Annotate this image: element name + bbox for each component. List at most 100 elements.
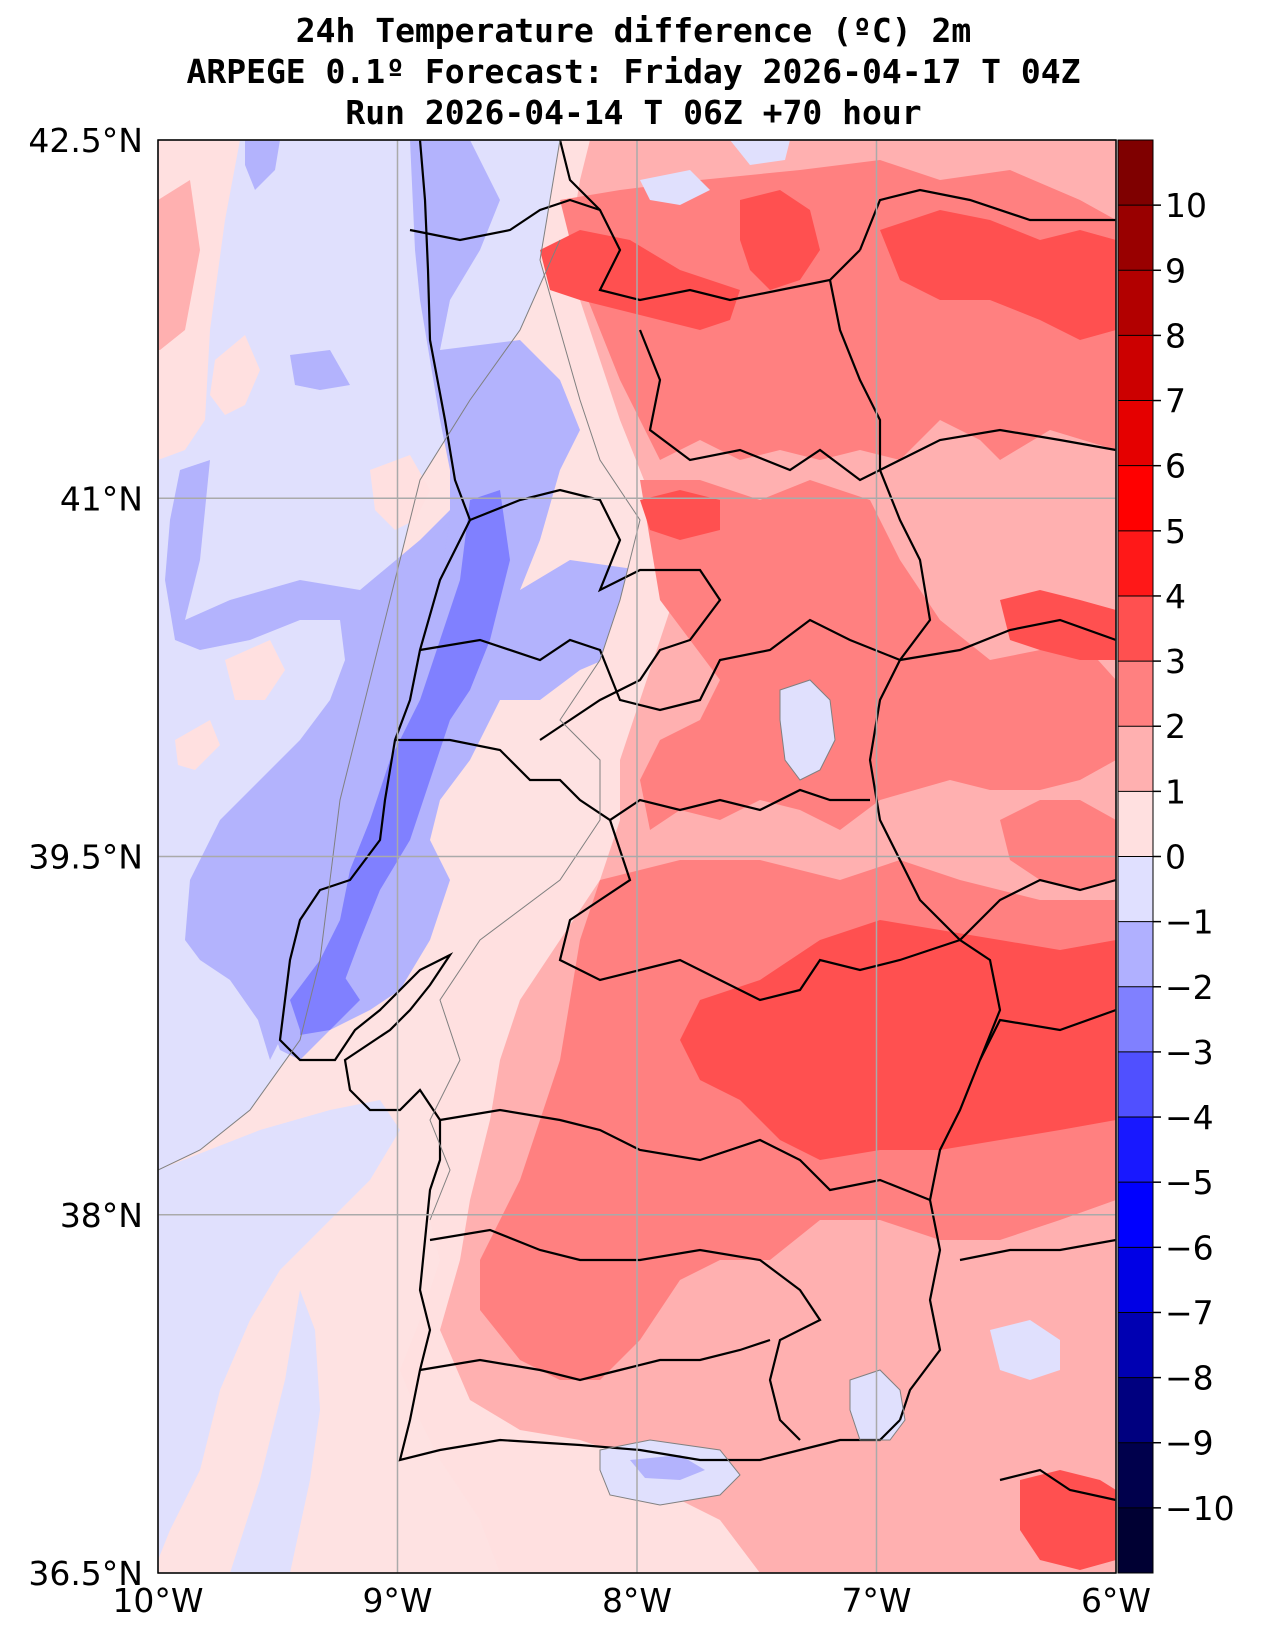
colorbar-tick-label: −5 <box>1165 1163 1214 1202</box>
inland-blue-pocket-5 <box>640 170 710 205</box>
inland-blue-pocket-2 <box>850 1370 905 1440</box>
admin-borders <box>278 140 1116 1502</box>
land-red-center-band <box>640 490 720 540</box>
lon-tick-label: 9°W <box>362 1581 432 1620</box>
colorbar-band <box>1118 270 1153 336</box>
latitude-tick-labels: 42.5°N 41°N 39.5°N 38°N 36.5°N <box>28 121 143 1593</box>
inland-blue-pocket-4-core <box>630 1455 705 1480</box>
colorbar-tick-label: 9 <box>1165 251 1186 290</box>
colorbar-tick-label: −3 <box>1165 1033 1214 1072</box>
colorbar-tick-label: −8 <box>1165 1359 1214 1398</box>
colorbar-band <box>1118 1247 1153 1313</box>
ocean-pink-patch-3 <box>225 640 285 700</box>
colorbar-band <box>1118 856 1153 923</box>
contour-lines <box>158 140 906 1506</box>
colorbar-band <box>1118 1377 1153 1444</box>
lat-tick-label: 36.5°N <box>28 1554 143 1593</box>
district-border-7 <box>429 1228 822 1441</box>
border-east-portugal <box>828 279 1002 1421</box>
colorbar-tick-label: 8 <box>1165 316 1186 355</box>
colorbar-tick-label: −1 <box>1165 903 1214 942</box>
district-border-9 <box>979 1008 1116 1061</box>
inland-blue-pocket-6 <box>730 140 790 165</box>
colorbar-tick-label: −4 <box>1165 1098 1214 1137</box>
contour-pocket-2 <box>849 1369 906 1441</box>
colorbar-band <box>1118 1182 1153 1248</box>
lon-tick-label: 7°W <box>841 1581 911 1620</box>
contour-zero-ocean <box>158 239 561 1171</box>
coastline <box>278 140 901 1462</box>
colorbar-band <box>1118 921 1153 988</box>
colorbar-tick-label: 0 <box>1165 838 1186 877</box>
chart-title: 24h Temperature difference (ºC) 2m ARPEG… <box>0 10 1267 133</box>
colorbar-tick-label: −2 <box>1165 968 1214 1007</box>
colorbar-tick-label: −9 <box>1165 1424 1214 1463</box>
district-border-14 <box>959 878 1116 941</box>
colorbar-band <box>1118 335 1153 402</box>
contour-pocket-4 <box>599 1439 741 1506</box>
ocean-blue-patch-north-2 <box>245 140 280 190</box>
colorbar-band <box>1118 1117 1153 1183</box>
lat-tick-label: 38°N <box>60 1196 143 1235</box>
land-red-ne <box>880 210 1116 340</box>
land-red-east-mid <box>1000 590 1116 660</box>
colorbar-band <box>1118 726 1153 792</box>
district-border-6 <box>439 1108 931 1202</box>
lon-tick-label: 8°W <box>602 1581 672 1620</box>
inland-blue-pocket-1 <box>780 680 835 780</box>
lon-tick-label: 6°W <box>1081 1581 1151 1620</box>
land-red-center-south <box>680 920 1116 1160</box>
colorbar-band <box>1118 400 1153 467</box>
land-red-n-hotspot <box>740 190 820 290</box>
colorbar-band <box>1118 205 1153 271</box>
district-border-1 <box>638 329 881 482</box>
contour-zero-coast <box>429 140 641 1221</box>
inland-blue-pocket-3 <box>990 1320 1060 1380</box>
district-border-8 <box>419 1338 771 1382</box>
ocean-blue-band <box>165 460 460 1060</box>
colorbar-tick-label: 5 <box>1165 512 1186 551</box>
colorbar-band <box>1118 530 1153 597</box>
lat-tick-label: 42.5°N <box>28 121 143 160</box>
colorbar-band <box>1118 140 1153 206</box>
district-border-11 <box>999 1468 1116 1502</box>
colorbar-tick-label: −7 <box>1165 1293 1214 1332</box>
ocean-blue-patch-north <box>290 350 350 390</box>
colorbar-band <box>1118 986 1153 1053</box>
colorbar-tick-label: 1 <box>1165 772 1186 811</box>
map-frame <box>157 139 1117 1574</box>
coast-blue-band-dark <box>290 490 510 1030</box>
colorbar-tick-label: 2 <box>1165 707 1186 746</box>
colorbar-band <box>1118 661 1153 727</box>
colorbar-tick-label: 6 <box>1165 447 1186 486</box>
colorbar-band <box>1118 595 1153 662</box>
land-mid-red-center <box>640 480 1116 830</box>
colorbar-band <box>1118 791 1153 857</box>
land-mid-red-east <box>1000 800 1116 890</box>
district-border-10 <box>959 1238 1116 1262</box>
colorbar-tick-label: 10 <box>1165 186 1207 225</box>
ocean-pink-patch-4 <box>175 720 220 770</box>
colorbar-tick-label: 3 <box>1165 642 1186 681</box>
colorbar-tick-label: −6 <box>1165 1228 1214 1267</box>
lon-tick-label: 10°W <box>112 1581 203 1620</box>
border-portugal-spain-north <box>409 198 861 302</box>
colorbar-band <box>1118 1507 1153 1574</box>
colorbar-band <box>1118 465 1153 532</box>
coast-blue-band-dark-2 <box>300 970 360 1035</box>
ocean-southeast-stripe <box>230 1290 320 1573</box>
title-line-1: 24h Temperature difference (ºC) 2m <box>295 11 972 50</box>
ocean-pink-nw-strong <box>158 180 200 350</box>
land-red-nw-hotspot <box>540 230 740 330</box>
ocean-pink-patch-2 <box>210 335 260 415</box>
colorbar-band <box>1118 1312 1153 1379</box>
longitude-tick-labels: 10°W 9°W 8°W 7°W 6°W <box>112 1581 1151 1620</box>
district-border-3 <box>419 618 901 712</box>
lat-tick-label: 39.5°N <box>28 838 143 877</box>
title-line-2: ARPEGE 0.1º Forecast: Friday 2026-04-17 … <box>186 52 1081 91</box>
district-border-5 <box>558 819 961 1002</box>
colorbar-tick-label: 4 <box>1165 577 1186 616</box>
district-border-4 <box>395 738 870 822</box>
